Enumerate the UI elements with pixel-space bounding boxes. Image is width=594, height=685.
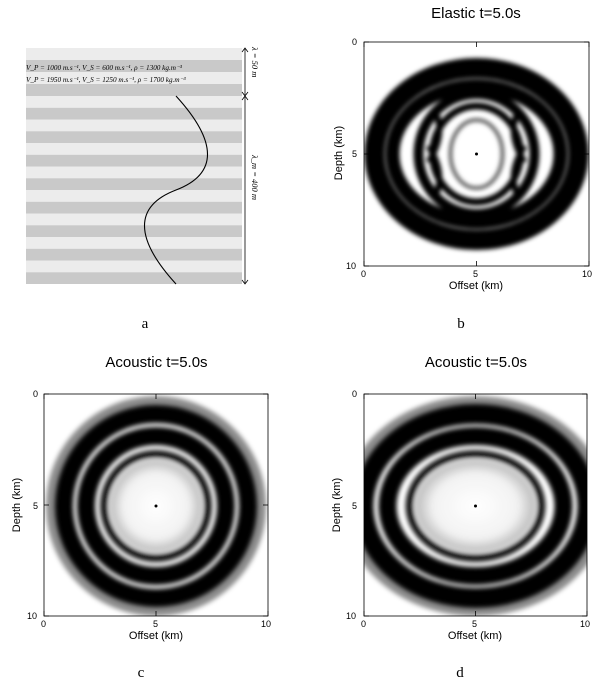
panel-c-ylabel: Depth (km) <box>11 477 23 533</box>
outer-acoustic-wavefront <box>364 404 587 608</box>
xtick-5: 5 <box>472 619 478 629</box>
caption-d: d <box>456 665 464 681</box>
cusp-lobes <box>425 108 528 200</box>
panel-a: V_P = 1000 m.s⁻¹, V_S = 600 m.s⁻¹, ρ = 1… <box>0 0 300 340</box>
panel-c-title: Acoustic t=5.0s <box>105 354 208 371</box>
model-layer <box>26 107 242 120</box>
panel-d-xlabel: Offset (km) <box>447 630 503 642</box>
xtick-10: 10 <box>580 619 591 629</box>
outer-acoustic-wavefront <box>55 405 257 607</box>
sinusoid-curve <box>143 95 209 285</box>
model-layer <box>26 143 242 155</box>
ytick-10: 10 <box>346 261 357 271</box>
lambda-label: λ = 50 m <box>250 47 260 78</box>
model-layers <box>26 48 242 284</box>
ytick-0: 0 <box>352 389 358 399</box>
axis-ticks <box>43 393 269 617</box>
panel-d-title: Acoustic t=5.0s <box>424 354 528 371</box>
model-layer <box>26 48 242 60</box>
model-layer <box>26 213 242 226</box>
ytick-5: 5 <box>33 501 39 511</box>
acoustic-wavefield-plot-d <box>363 393 588 617</box>
source-point <box>474 504 477 508</box>
acoustic-wavefield-plot-c <box>43 393 269 617</box>
xtick-10: 10 <box>261 619 272 629</box>
inner-acoustic-wavefront <box>405 450 546 562</box>
xtick-0: 0 <box>41 619 47 629</box>
s-wavefront <box>413 89 540 219</box>
panel-b: Elastic t=5.0s 0 5 10 0 5 10 Offset (km)… <box>300 0 594 340</box>
layered-model-diagram <box>26 47 249 285</box>
model-layer <box>26 225 242 237</box>
model-layer <box>26 260 242 273</box>
panel-b-title: Elastic t=5.0s <box>431 5 521 22</box>
model-layer <box>26 237 242 249</box>
xtick-0: 0 <box>361 619 367 629</box>
ytick-0: 0 <box>33 389 39 399</box>
ytick-5: 5 <box>352 501 358 511</box>
model-layer <box>26 166 242 179</box>
panel-b-xlabel: Offset (km) <box>448 280 504 292</box>
xtick-0: 0 <box>361 269 367 279</box>
axis-ticks <box>363 393 588 617</box>
ytick-10: 10 <box>27 611 38 621</box>
middle-acoustic-wavefront <box>378 427 573 585</box>
outer-wavefront <box>364 58 589 250</box>
model-layer <box>26 154 242 167</box>
ytick-0: 0 <box>352 37 358 47</box>
material-1-equation: V_P = 1000 m.s⁻¹, V_S = 600 m.s⁻¹, ρ = 1… <box>26 64 182 72</box>
caption-c: c <box>137 665 145 681</box>
xtick-5: 5 <box>473 269 479 279</box>
model-layer <box>26 72 242 84</box>
middle-acoustic-wavefront <box>77 427 235 585</box>
model-layer <box>26 96 242 108</box>
model-layer <box>26 119 242 132</box>
panel-c: Acoustic t=5.0s 0 5 10 0 5 10 Offset (km <box>0 345 297 685</box>
lambda-m-label: λ_m = 400 m <box>250 155 260 201</box>
model-layer <box>26 201 242 214</box>
model-layer <box>26 190 242 202</box>
model-layer <box>26 131 242 143</box>
axis-ticks <box>363 41 590 267</box>
panel-d-ylabel: Depth (km) <box>331 477 343 533</box>
xtick-5: 5 <box>153 619 159 629</box>
panel-c-xlabel: Offset (km) <box>128 630 184 642</box>
inner-acoustic-wavefront <box>100 450 212 562</box>
model-layer <box>26 178 242 190</box>
xtick-10: 10 <box>582 269 593 279</box>
middle-wavefront <box>385 79 568 229</box>
source-point <box>475 152 478 156</box>
ytick-10: 10 <box>346 611 357 621</box>
caption-b: b <box>457 316 465 332</box>
model-layer <box>26 84 242 96</box>
source-point <box>154 504 158 508</box>
material-2-equation: V_P = 1950 m.s⁻¹, V_S = 1250 m.s⁻¹, ρ = … <box>26 76 186 84</box>
panel-b-ylabel: Depth (km) <box>333 125 345 181</box>
panel-d: Acoustic t=5.0s 0 5 10 0 5 10 Offset (km <box>300 345 594 685</box>
model-layer <box>26 248 242 261</box>
elastic-wavefield-plot <box>363 41 590 267</box>
caption-a: a <box>141 316 149 332</box>
model-layer <box>26 60 242 72</box>
ytick-5: 5 <box>352 149 358 159</box>
model-layer <box>26 272 242 284</box>
